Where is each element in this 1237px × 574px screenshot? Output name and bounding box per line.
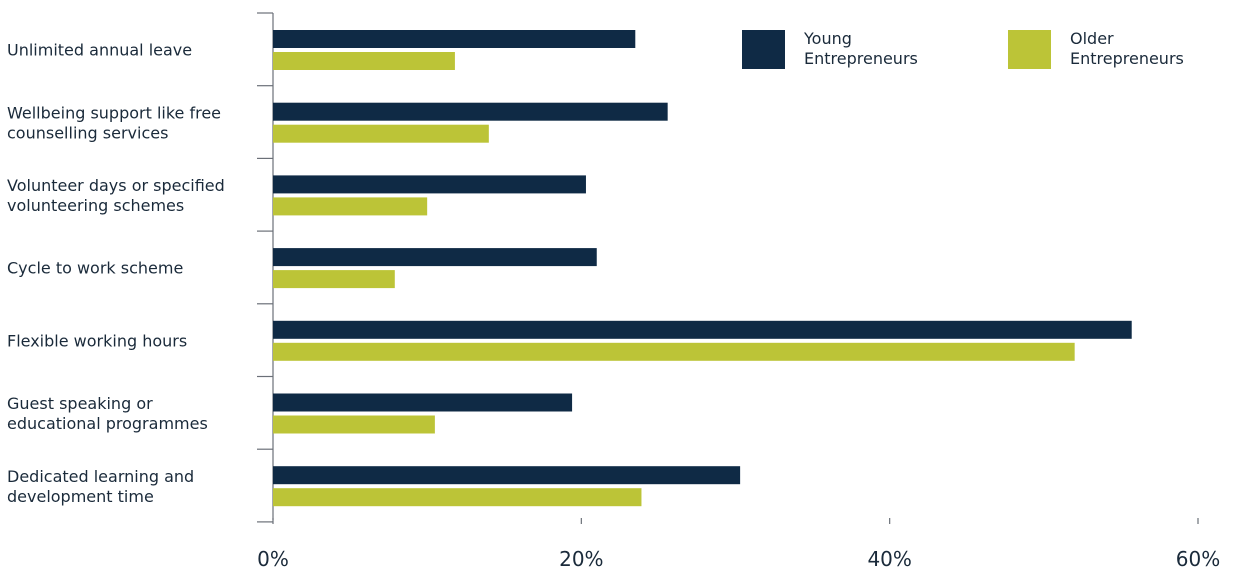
legend-label-line: Entrepreneurs bbox=[1070, 49, 1184, 68]
x-tick-label: 60% bbox=[1176, 547, 1220, 570]
bar-older bbox=[273, 52, 455, 70]
x-tick-labels: 0% 20% 40% 60% bbox=[257, 547, 1220, 571]
category-label-line: Volunteer days or specified bbox=[7, 176, 225, 195]
bar-young bbox=[273, 248, 597, 267]
category-label-line: Guest speaking or bbox=[7, 394, 153, 413]
category-label-line: educational programmes bbox=[7, 414, 208, 433]
category-label: Flexible working hours bbox=[7, 331, 187, 350]
category-label: Dedicated learning and development time bbox=[7, 467, 194, 506]
category-label: Cycle to work scheme bbox=[7, 259, 183, 278]
category-label: Unlimited annual leave bbox=[7, 41, 192, 60]
legend-label-older: Older Entrepreneurs bbox=[1070, 29, 1184, 68]
bar-young bbox=[273, 466, 741, 485]
legend-swatch-older bbox=[1008, 30, 1051, 69]
bars-layer bbox=[273, 30, 1132, 507]
category-label-line: Unlimited annual leave bbox=[7, 41, 192, 60]
bar-older bbox=[273, 270, 395, 289]
bar-older bbox=[273, 415, 435, 434]
bar-young bbox=[273, 320, 1132, 339]
bar-older bbox=[273, 197, 428, 216]
legend-swatch-young bbox=[742, 30, 785, 69]
x-tick-label: 20% bbox=[559, 547, 603, 570]
category-label-line: Flexible working hours bbox=[7, 331, 187, 350]
bar-young bbox=[273, 102, 668, 121]
bar-young bbox=[273, 30, 636, 48]
x-tick-label: 40% bbox=[867, 547, 911, 570]
category-label: Wellbeing support like free counselling s… bbox=[7, 103, 221, 142]
category-label-line: Cycle to work scheme bbox=[7, 259, 183, 278]
category-label-line: development time bbox=[7, 487, 154, 506]
category-labels: Unlimited annual leave Wellbeing support … bbox=[7, 41, 225, 506]
axes-layer bbox=[257, 12, 1199, 524]
legend-label-young: Young Entrepreneurs bbox=[803, 29, 918, 68]
bar-young bbox=[273, 393, 573, 412]
category-label-line: Dedicated learning and bbox=[7, 467, 194, 486]
category-label-line: volunteering schemes bbox=[7, 196, 184, 215]
category-label: Guest speaking or educational programmes bbox=[7, 394, 208, 433]
bar-young bbox=[273, 175, 586, 194]
legend-label-line: Young bbox=[803, 29, 852, 48]
category-label-line: Wellbeing support like free bbox=[7, 103, 221, 122]
legend-label-line: Entrepreneurs bbox=[804, 49, 918, 68]
legend-label-line: Older bbox=[1070, 29, 1114, 48]
bar-older bbox=[273, 342, 1075, 361]
category-label-line: counselling services bbox=[7, 123, 168, 142]
bar-older bbox=[273, 488, 642, 507]
x-tick-label: 0% bbox=[257, 547, 289, 570]
bar-older bbox=[273, 124, 489, 143]
category-label: Volunteer days or specified volunteering … bbox=[7, 176, 225, 215]
